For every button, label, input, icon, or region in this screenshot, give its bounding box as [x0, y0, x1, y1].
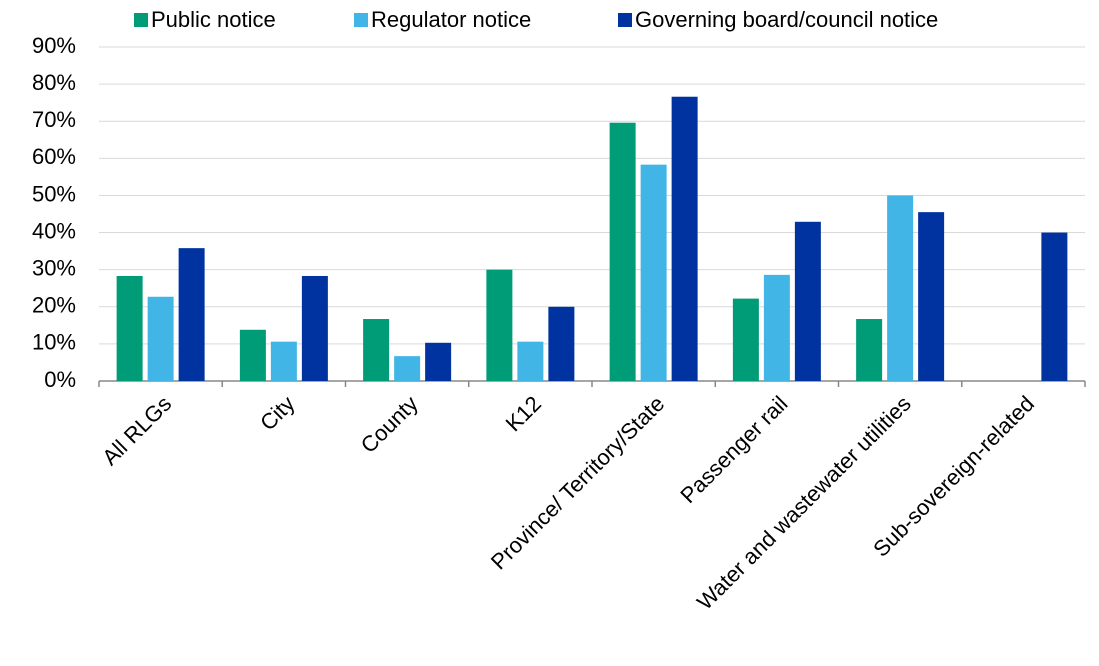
bar — [609, 122, 636, 381]
y-tick-label: 40% — [32, 218, 76, 243]
bar — [548, 306, 575, 381]
x-tick-label: Water and wastewater utilities — [692, 391, 916, 615]
legend-label: Public notice — [151, 7, 276, 32]
bar — [1041, 232, 1068, 381]
y-tick-label: 10% — [32, 330, 76, 355]
bar — [732, 298, 759, 381]
legend-label: Governing board/council notice — [635, 7, 938, 32]
bar — [918, 212, 945, 381]
bar — [239, 329, 266, 381]
bar — [640, 164, 667, 381]
bar — [486, 269, 513, 381]
x-tick-label: Passenger rail — [675, 391, 792, 508]
legend-label: Regulator notice — [371, 7, 531, 32]
bar — [517, 341, 544, 381]
bar — [425, 342, 452, 381]
y-tick-label: 80% — [32, 70, 76, 95]
bar — [270, 341, 297, 381]
y-tick-label: 20% — [32, 293, 76, 318]
bar — [887, 195, 914, 381]
y-tick-label: 90% — [32, 33, 76, 58]
bar — [671, 96, 698, 382]
x-tick-label: All RLGs — [97, 391, 176, 470]
x-tick-label: County — [356, 391, 423, 458]
legend-swatch — [354, 13, 368, 27]
y-tick-label: 60% — [32, 144, 76, 169]
bar — [301, 275, 328, 381]
legend-swatch — [134, 13, 148, 27]
bar — [363, 319, 390, 381]
bar — [794, 221, 821, 381]
legend-swatch — [618, 13, 632, 27]
bar — [856, 319, 883, 381]
y-tick-label: 70% — [32, 107, 76, 132]
bar — [116, 275, 143, 381]
bar — [147, 296, 174, 381]
bar — [394, 356, 421, 381]
y-tick-label: 0% — [44, 367, 76, 392]
y-tick-label: 50% — [32, 181, 76, 206]
bar — [763, 274, 790, 381]
x-tick-label: City — [255, 391, 299, 435]
x-tick-label: K12 — [501, 391, 546, 436]
bar — [178, 248, 205, 381]
y-tick-label: 30% — [32, 255, 76, 280]
